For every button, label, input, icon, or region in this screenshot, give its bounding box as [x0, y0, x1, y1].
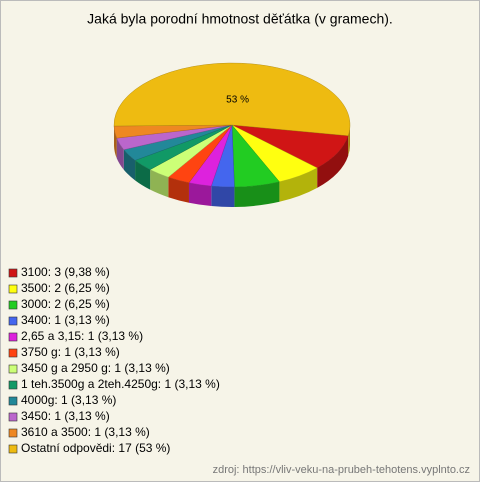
legend-swatch: [8, 316, 18, 326]
slice-side: [234, 181, 280, 207]
legend-swatch: [8, 348, 18, 358]
legend-swatch: [8, 332, 18, 342]
slice-side: [114, 126, 117, 159]
legend-swatch: [8, 396, 18, 406]
slice-side: [279, 167, 318, 202]
slice-side: [188, 182, 212, 207]
legend-label: 3400: 1 (3,13 %): [21, 313, 110, 327]
legend-label: 3500: 2 (6,25 %): [21, 281, 110, 295]
legend-label: 3450 g a 2950 g: 1 (3,13 %): [21, 361, 170, 375]
slice-side: [116, 138, 124, 170]
slice-side: [123, 149, 136, 181]
source: zdroj: https://vliv-veku-na-prubeh-tehot…: [213, 464, 470, 476]
slice-side: [150, 169, 169, 198]
legend-label: 1 teh.3500g a 2teh.4250g: 1 (3,13 %): [21, 377, 220, 391]
legend-swatch: [8, 412, 18, 422]
data-label: 53 %: [226, 95, 249, 106]
legend-label: 4000g: 1 (3,13 %): [21, 393, 116, 407]
legend-label: 3000: 2 (6,25 %): [21, 297, 110, 311]
slice-side: [211, 186, 235, 207]
legend-swatch: [8, 428, 18, 438]
slice-side: [348, 125, 350, 156]
legend-label: 3610 a 3500: 1 (3,13 %): [21, 425, 150, 439]
legend-swatch: [8, 268, 18, 278]
legend-label: 3450: 1 (3,13 %): [21, 409, 110, 423]
legend-swatch: [8, 444, 18, 454]
legend-swatch: [8, 364, 18, 374]
legend-swatch: [8, 380, 18, 390]
legend-label: 2,65 a 3,15: 1 (3,13 %): [21, 329, 143, 343]
legend-label: 3100: 3 (9,38 %): [21, 265, 110, 279]
slice: [113, 62, 351, 136]
legend-swatch: [8, 300, 18, 310]
legend-label: Ostatní odpovědi: 17 (53 %): [21, 441, 170, 455]
slice-side: [168, 177, 189, 203]
legend-label: 3750 g: 1 (3,13 %): [21, 345, 120, 359]
slice-side: [317, 135, 349, 188]
legend-swatch: [8, 284, 18, 294]
chart-title: Jaká byla porodní hmotnost děťátka (v gr…: [87, 11, 393, 27]
